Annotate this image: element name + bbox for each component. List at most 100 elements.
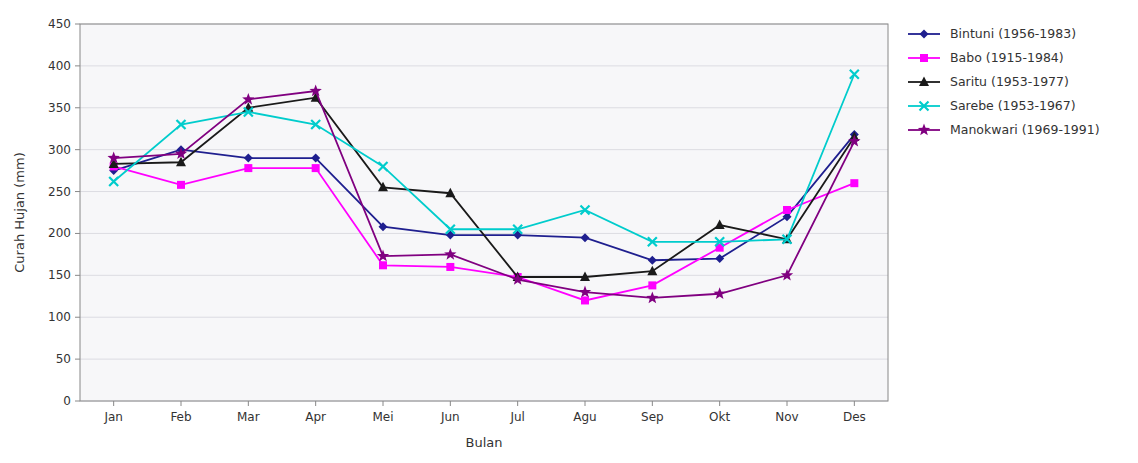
y-tick-label: 200	[48, 226, 71, 240]
x-axis: JanFebMarAprMeiJunJulAguSepOktNovDes	[103, 401, 865, 424]
point	[446, 263, 454, 271]
point	[379, 222, 388, 231]
point	[646, 291, 658, 303]
x-tick-label: Nov	[775, 410, 798, 424]
y-tick	[75, 149, 80, 150]
point	[379, 162, 388, 171]
x-tick	[113, 401, 114, 406]
x-tick-label: Okt	[709, 410, 730, 424]
point	[107, 152, 119, 164]
y-tick-label: 150	[48, 268, 71, 282]
point	[378, 182, 388, 192]
point	[377, 250, 389, 262]
legend-label: Manokwari (1969-1991)	[950, 122, 1100, 137]
y-axis-label: Curah Hujan (mm)	[12, 152, 27, 272]
grid-line	[80, 317, 888, 318]
point	[715, 237, 724, 246]
point	[580, 272, 590, 282]
point	[445, 188, 455, 198]
y-axis: 050100150200250300350400450	[48, 17, 888, 408]
legend-label: Sarebe (1953-1967)	[950, 98, 1076, 113]
legend-label: Bintuni (1956-1983)	[950, 26, 1076, 41]
point	[244, 154, 253, 163]
series-line	[114, 91, 855, 298]
y-tick	[75, 107, 80, 108]
grid-line	[80, 359, 888, 360]
y-tick	[75, 65, 80, 66]
series-line	[114, 74, 855, 242]
y-tick-label: 0	[63, 394, 71, 408]
y-tick-label: 50	[56, 352, 71, 366]
legend-marker	[920, 102, 929, 111]
point	[647, 266, 657, 276]
point	[311, 120, 320, 129]
x-tick	[517, 401, 518, 406]
point	[648, 256, 657, 265]
grid-line	[80, 107, 888, 108]
point	[850, 179, 858, 187]
point	[109, 177, 118, 186]
x-tick-label: Jul	[509, 410, 524, 424]
series	[109, 70, 859, 247]
x-tick	[854, 401, 855, 406]
x-tick	[719, 401, 720, 406]
x-tick	[181, 401, 182, 406]
x-tick	[315, 401, 316, 406]
point	[311, 154, 320, 163]
point	[715, 254, 724, 263]
x-tick-label: Agu	[573, 410, 596, 424]
y-tick	[75, 275, 80, 276]
chart-container: 050100150200250300350400450JanFebMarAprM…	[0, 0, 1138, 463]
x-tick	[248, 401, 249, 406]
point	[648, 281, 656, 289]
x-tick-label: Jan	[103, 410, 123, 424]
y-tick	[75, 191, 80, 192]
point	[848, 135, 860, 147]
point	[177, 120, 186, 129]
point	[244, 107, 253, 116]
series-group	[107, 70, 860, 305]
y-tick-label: 250	[48, 185, 71, 199]
y-tick	[75, 401, 80, 402]
point	[783, 235, 792, 244]
y-tick-label: 450	[48, 17, 71, 31]
point	[581, 205, 590, 214]
legend-marker	[918, 124, 930, 136]
point	[850, 70, 859, 79]
grid-line	[80, 191, 888, 192]
series-line	[114, 98, 855, 277]
plot-area	[80, 24, 888, 401]
grid-line	[80, 149, 888, 150]
legend-marker	[920, 54, 928, 62]
point	[309, 85, 321, 97]
point	[715, 220, 725, 230]
plot-frame	[80, 24, 888, 401]
point	[713, 287, 725, 299]
x-tick-label: Feb	[170, 410, 191, 424]
point	[781, 269, 793, 281]
point	[177, 181, 185, 189]
series	[109, 130, 859, 265]
x-tick-label: Apr	[305, 410, 326, 424]
x-tick-label: Des	[843, 410, 866, 424]
point	[446, 225, 455, 234]
series	[110, 162, 859, 304]
x-tick-label: Mar	[237, 410, 260, 424]
y-tick-label: 350	[48, 101, 71, 115]
x-tick	[652, 401, 653, 406]
x-tick-label: Sep	[641, 410, 664, 424]
x-tick	[585, 401, 586, 406]
point	[513, 225, 522, 234]
y-tick-label: 400	[48, 59, 71, 73]
point	[581, 296, 589, 304]
grid-line	[80, 65, 888, 66]
point	[379, 261, 387, 269]
point	[312, 164, 320, 172]
x-tick	[383, 401, 384, 406]
legend-label: Saritu (1953-1977)	[950, 74, 1069, 89]
legend-marker	[920, 30, 929, 39]
x-axis-label: Bulan	[466, 435, 503, 450]
point	[444, 248, 456, 260]
point	[511, 273, 523, 285]
point	[175, 147, 187, 159]
